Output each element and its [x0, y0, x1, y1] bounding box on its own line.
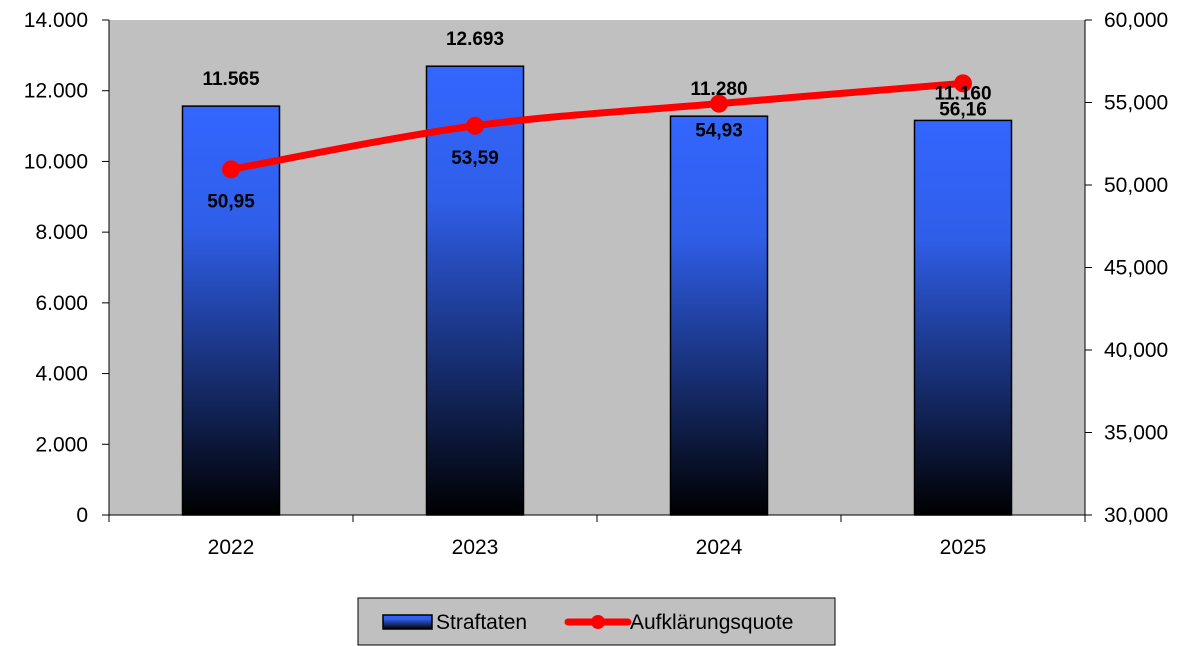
- line-point-2025: [954, 74, 972, 93]
- y-left-tick-label: 6.000: [35, 292, 88, 315]
- y-left-tick-label: 0: [76, 504, 88, 527]
- line-series: [222, 74, 972, 179]
- y-right-tick-label: 55,000: [1104, 92, 1168, 115]
- y-right-tick-label: 45,000: [1104, 257, 1168, 280]
- line-value-label: 53,59: [451, 148, 499, 169]
- line-point-2024: [710, 94, 728, 113]
- y-right-tick-label: 35,000: [1104, 422, 1168, 445]
- bar-2023: [425, 65, 525, 516]
- legend-bar-swatch: [382, 614, 433, 630]
- y-left-tick-label: 14.000: [24, 9, 88, 32]
- bar-2024: [669, 115, 769, 516]
- bar-value-label: 12.693: [446, 29, 504, 50]
- bar-2025: [913, 119, 1013, 516]
- y-left-tick-label: 8.000: [35, 221, 88, 244]
- y-right-tick-label: 50,000: [1104, 174, 1168, 197]
- x-tick-label: 2024: [696, 536, 743, 559]
- legend: Straftaten Aufklärungsquote: [357, 597, 836, 646]
- y-left-tick-label: 12.000: [24, 80, 88, 103]
- bar-series: [181, 65, 1013, 516]
- legend-line-marker: [591, 615, 605, 629]
- y-left-tick-label: 10.000: [24, 150, 88, 173]
- line-value-label: 56,16: [939, 99, 987, 120]
- x-tick-label: 2025: [940, 536, 987, 559]
- bar-value-label: 11.565: [202, 69, 259, 90]
- y-right-tick-label: 60,000: [1104, 9, 1168, 32]
- line-value-label: 54,93: [695, 121, 743, 142]
- y-left-tick-label: 2.000: [35, 433, 88, 456]
- axes: 0 2.000 4.000 6.000 8.000 10.000 12.000 14.000 3…: [24, 9, 1168, 559]
- legend-label-straftaten: Straftaten: [436, 611, 527, 634]
- line-point-2023: [466, 116, 484, 135]
- line-path: [230, 79, 964, 173]
- x-tick-label: 2023: [452, 536, 499, 559]
- line-value-label: 50,95: [207, 191, 255, 212]
- line-point-2022: [222, 160, 240, 179]
- y-right-tick-label: 40,000: [1104, 339, 1168, 362]
- y-right-tick-label: 30,000: [1104, 504, 1168, 527]
- bar-value-label: 11.160: [934, 83, 991, 104]
- y-left-tick-label: 4.000: [35, 363, 88, 386]
- legend-label-aufklaerungsquote: Aufklärungsquote: [630, 611, 793, 634]
- bar-value-label: 11.280: [690, 79, 747, 100]
- x-tick-label: 2022: [208, 536, 255, 559]
- data-labels: 11.565 12.693 11.280 11.160 50,95 53,59 54,93 5…: [202, 29, 991, 212]
